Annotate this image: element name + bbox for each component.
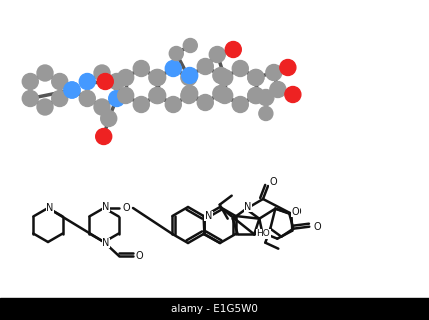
Circle shape xyxy=(285,86,301,102)
Circle shape xyxy=(22,74,38,90)
Circle shape xyxy=(79,74,95,90)
Circle shape xyxy=(232,60,248,76)
Circle shape xyxy=(213,68,229,84)
Circle shape xyxy=(133,60,149,76)
Circle shape xyxy=(118,87,134,103)
Circle shape xyxy=(248,69,264,85)
Text: O: O xyxy=(291,207,299,217)
Circle shape xyxy=(109,74,125,90)
Circle shape xyxy=(165,60,181,76)
Text: O: O xyxy=(269,177,277,187)
Circle shape xyxy=(37,99,53,115)
Circle shape xyxy=(280,60,296,76)
Circle shape xyxy=(182,68,198,84)
Circle shape xyxy=(97,74,113,90)
Circle shape xyxy=(64,82,80,98)
Circle shape xyxy=(183,38,197,52)
Text: alamy - E1G5W0: alamy - E1G5W0 xyxy=(171,304,257,314)
Circle shape xyxy=(225,42,241,58)
Circle shape xyxy=(248,69,264,85)
Circle shape xyxy=(181,69,197,85)
Circle shape xyxy=(149,69,165,85)
Text: O: O xyxy=(135,251,143,261)
Circle shape xyxy=(94,99,110,115)
Circle shape xyxy=(217,87,233,103)
Circle shape xyxy=(150,69,166,85)
Text: O: O xyxy=(314,222,321,232)
Circle shape xyxy=(248,87,264,103)
Circle shape xyxy=(118,69,134,85)
Circle shape xyxy=(270,82,286,98)
Bar xyxy=(0,298,429,320)
Circle shape xyxy=(64,82,80,98)
Circle shape xyxy=(52,91,68,107)
Circle shape xyxy=(101,110,117,126)
Circle shape xyxy=(52,74,68,90)
Text: N: N xyxy=(102,238,110,248)
Circle shape xyxy=(149,87,165,103)
Circle shape xyxy=(94,65,110,81)
Circle shape xyxy=(181,87,197,103)
Circle shape xyxy=(22,91,38,107)
Circle shape xyxy=(133,97,149,113)
Text: N: N xyxy=(244,202,252,212)
Circle shape xyxy=(109,91,125,107)
Circle shape xyxy=(258,90,274,106)
Circle shape xyxy=(232,97,248,113)
Text: O: O xyxy=(293,207,301,217)
Circle shape xyxy=(169,46,183,60)
Circle shape xyxy=(209,46,225,62)
Circle shape xyxy=(197,94,213,110)
Circle shape xyxy=(217,69,233,85)
Text: N: N xyxy=(205,211,212,221)
Circle shape xyxy=(79,91,95,107)
Text: N: N xyxy=(46,203,54,213)
Circle shape xyxy=(165,97,181,113)
Circle shape xyxy=(197,59,213,75)
Circle shape xyxy=(259,107,273,121)
Circle shape xyxy=(248,87,264,103)
Circle shape xyxy=(213,85,229,101)
Circle shape xyxy=(266,65,282,81)
Text: N: N xyxy=(102,202,110,212)
Circle shape xyxy=(96,129,112,145)
Text: HO: HO xyxy=(257,229,270,238)
Circle shape xyxy=(150,87,166,103)
Circle shape xyxy=(182,85,198,101)
Circle shape xyxy=(37,65,53,81)
Text: O: O xyxy=(122,203,130,213)
